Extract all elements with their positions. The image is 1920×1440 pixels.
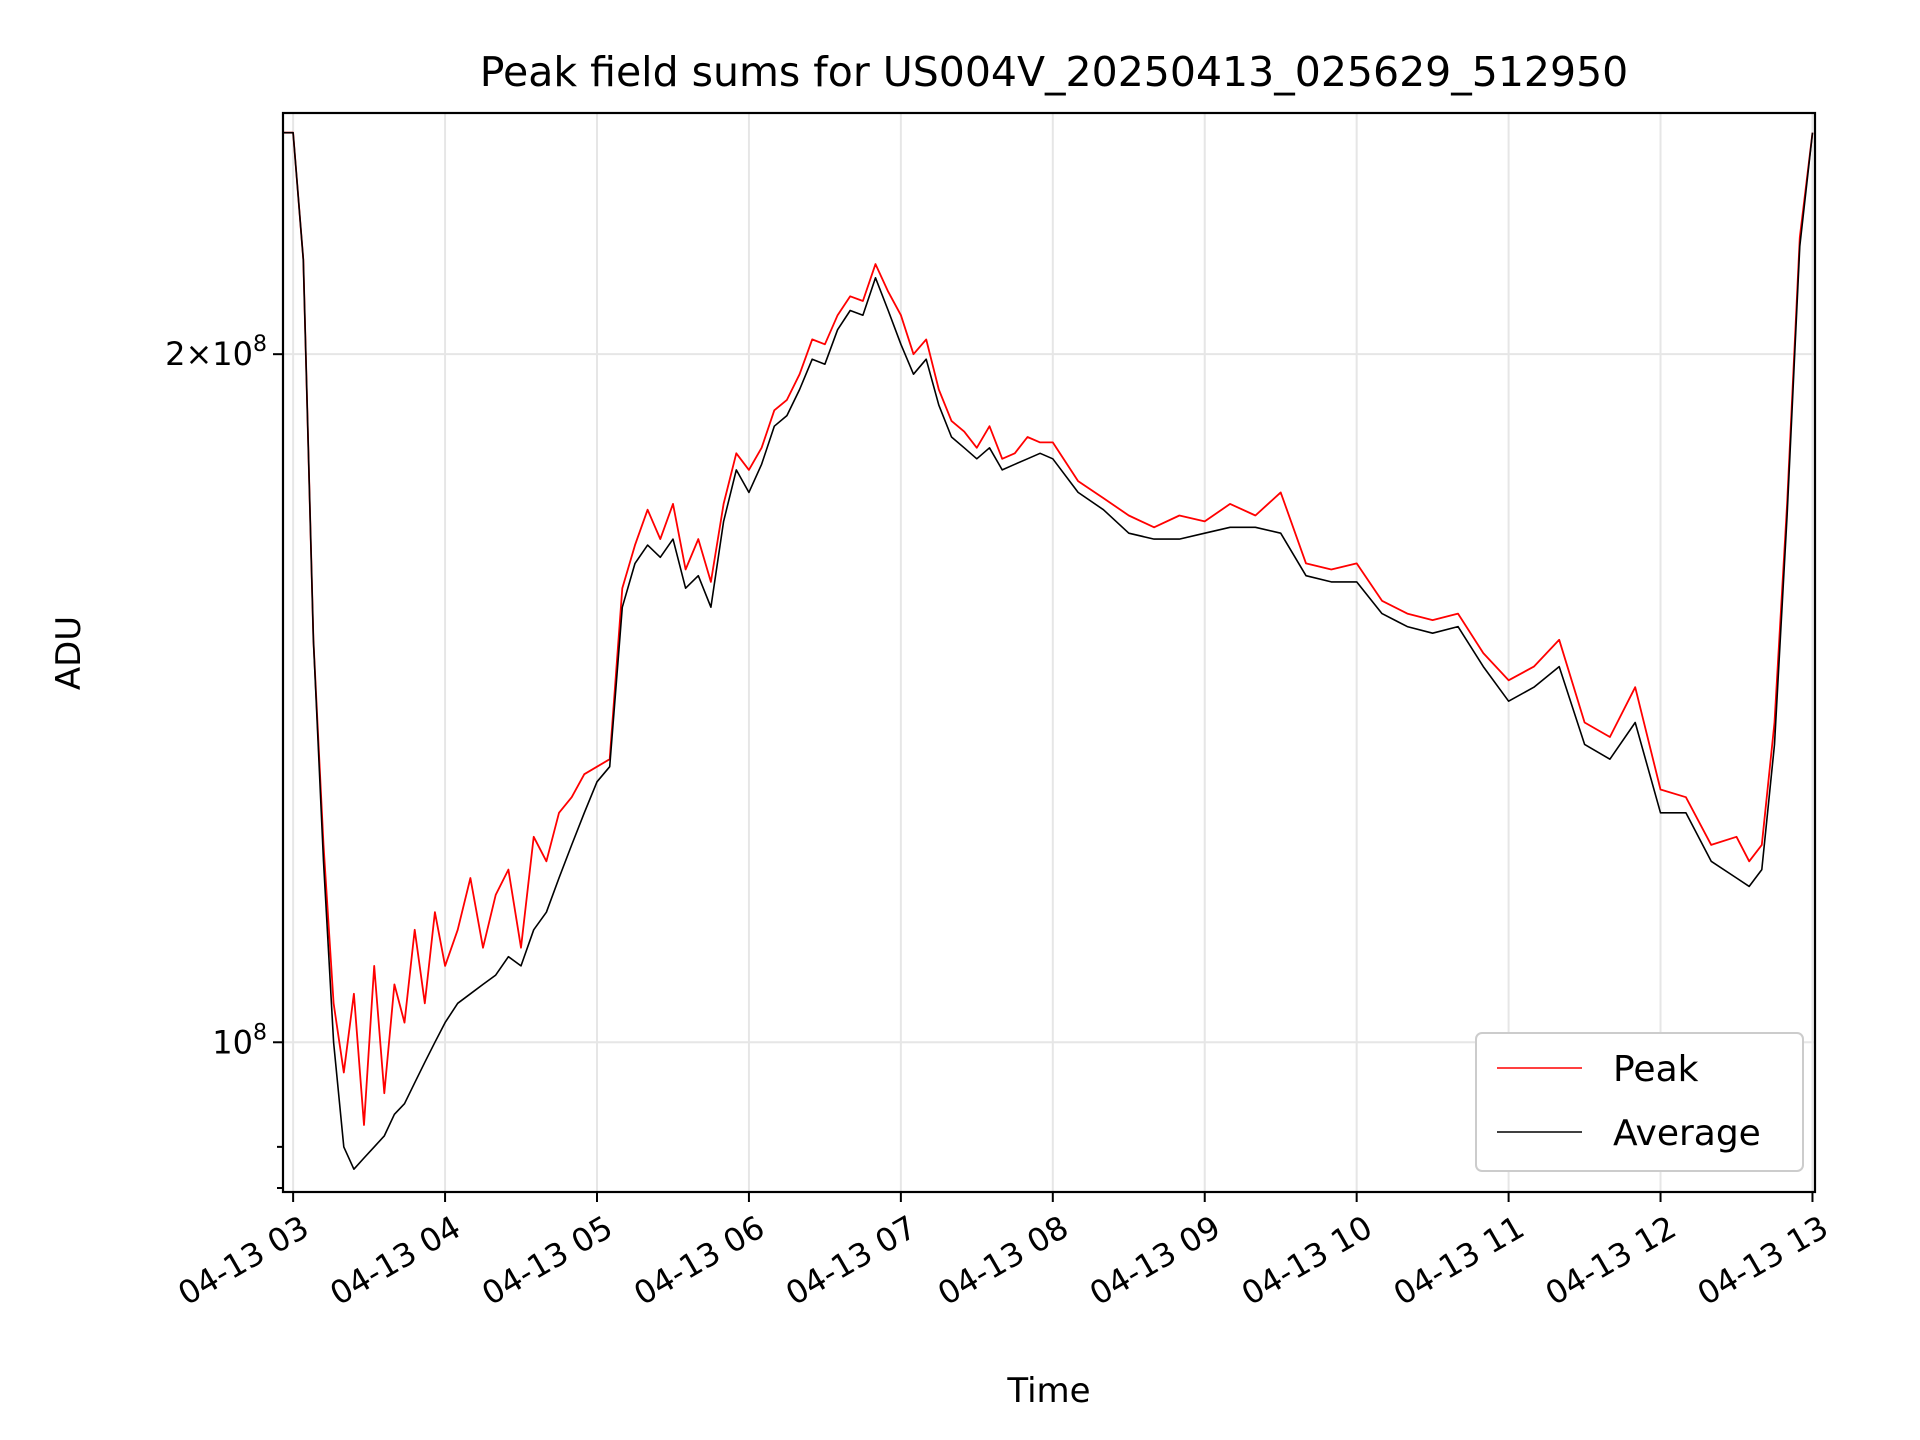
plot-frame — [281, 111, 1817, 1194]
x-axis-label: Time — [1006, 1371, 1090, 1411]
y-tick-label: 108 — [212, 1020, 267, 1061]
chart-title: Peak field sums for US004V_20250413_0256… — [480, 48, 1629, 96]
series — [283, 131, 1814, 1170]
legend-peak-label: Peak — [1613, 1049, 1699, 1090]
series-peak-line — [283, 131, 1814, 1126]
legend: Peak Average — [1475, 1032, 1804, 1172]
legend-average-label: Average — [1613, 1113, 1761, 1154]
series-average-line — [283, 131, 1814, 1170]
y-tick-label: 2×108 — [165, 332, 267, 373]
y-axis-label: ADU — [49, 616, 89, 690]
grid — [283, 113, 1815, 1192]
